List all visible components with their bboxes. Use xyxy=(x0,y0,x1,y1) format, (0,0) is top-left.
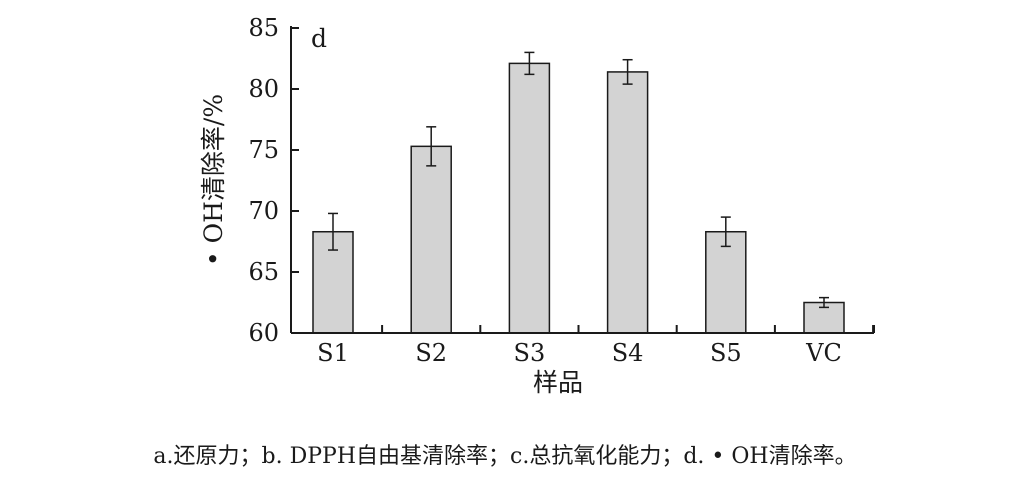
y-tick-label: 75 xyxy=(248,136,279,164)
bar xyxy=(606,71,649,334)
x-tick-label: VC xyxy=(805,339,842,367)
x-ticks-group: S1 S2 S3 S4 S5 VC xyxy=(317,325,875,367)
bar xyxy=(410,145,452,334)
figure-caption: a.还原力；b. DPPH自由基清除率；c.总抗氧化能力；d. • OH清除率。 xyxy=(153,444,857,469)
x-tick-label: S5 xyxy=(710,339,742,367)
y-tick-label: 60 xyxy=(248,319,279,347)
y-tick-label: 85 xyxy=(248,14,279,42)
x-tick-label: S2 xyxy=(415,339,447,367)
y-tick-label: 80 xyxy=(248,75,279,103)
x-axis-title: 样品 xyxy=(533,368,583,397)
y-tick-label: 65 xyxy=(248,258,279,286)
x-tick-label: S4 xyxy=(612,339,644,367)
bar xyxy=(508,62,551,334)
panel-label: d xyxy=(311,24,327,53)
bars-group xyxy=(312,62,845,334)
bar xyxy=(705,230,747,334)
y-tick-label: 70 xyxy=(248,197,279,225)
y-axis-title: • OH清除率/% xyxy=(199,94,228,266)
bar-chart: 60 65 70 75 80 85 S1 S2 S3 S4 S5 VC d 样品 • OH清除率/% xyxy=(199,14,875,397)
x-tick-label: S3 xyxy=(514,339,546,367)
y-ticks-group: 60 65 70 75 80 85 xyxy=(248,14,299,347)
error-bars-group xyxy=(328,51,829,309)
x-tick-label: S1 xyxy=(317,339,349,367)
